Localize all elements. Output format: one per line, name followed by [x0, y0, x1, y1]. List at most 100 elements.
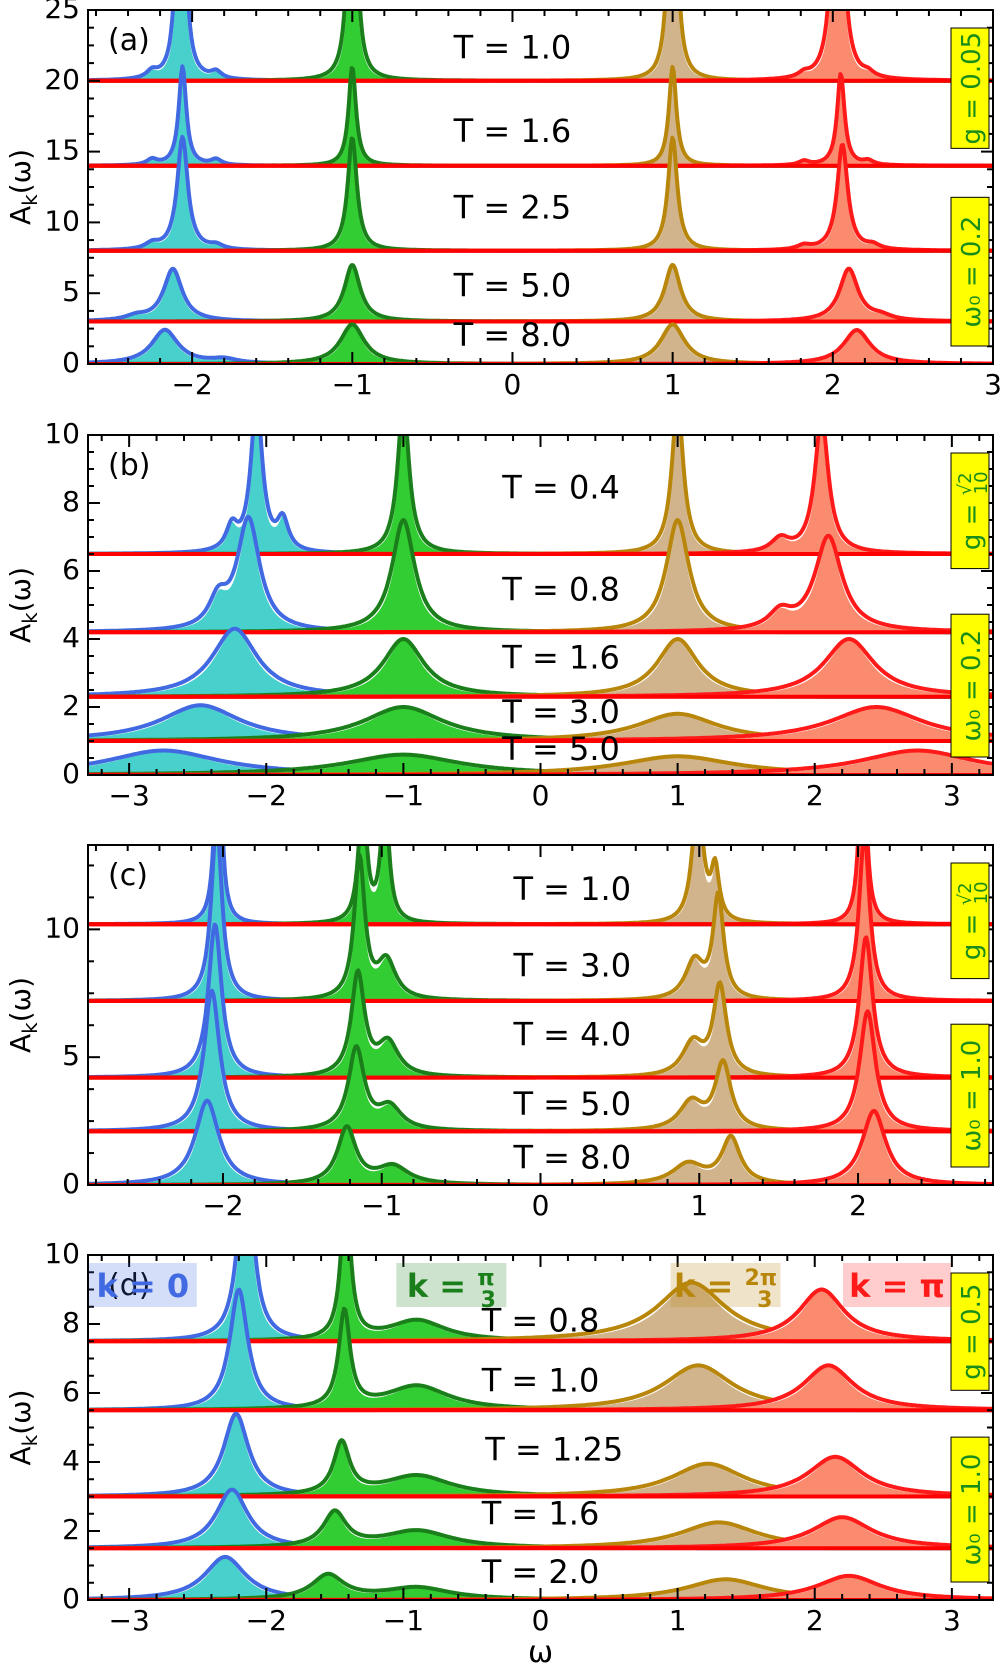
param-tag-bg — [950, 1023, 990, 1168]
fill-k3 — [88, 1110, 993, 1185]
x-tick-label: 2 — [849, 1189, 867, 1222]
temperature-label: T = 1.6 — [501, 638, 620, 676]
curve-1.6 — [88, 1487, 993, 1551]
param-tag-omega0: ω₀ = 1.0 — [950, 1023, 990, 1168]
fill-k3 — [88, 1456, 993, 1497]
x-tick-label: 0 — [532, 1189, 550, 1222]
y-axis-label: Ak(ω) — [4, 149, 42, 225]
plot-area — [88, 845, 993, 1185]
x-tick-label: 0 — [532, 1604, 550, 1637]
legend-k3: k = π — [843, 1263, 952, 1307]
y-tick-label: 8 — [62, 1306, 80, 1339]
fill-k3 — [88, 707, 993, 741]
temperature-label: T = 5.0 — [512, 1085, 631, 1123]
legend-k2: k = 2π 3 — [670, 1263, 781, 1313]
x-tick-label: 1 — [669, 1604, 687, 1637]
fill-k0 — [88, 137, 993, 251]
legend-swatch — [88, 1263, 197, 1307]
param-tag-bg — [950, 1436, 990, 1583]
param-tag-bg — [950, 452, 990, 570]
x-tick-label: 2 — [806, 779, 824, 812]
x-axis-label: ω — [528, 1635, 553, 1670]
fill-k3 — [88, 1575, 993, 1600]
temperature-label: T = 3.0 — [501, 693, 620, 731]
fill-k1 — [88, 1574, 993, 1600]
y-tick-label: 5 — [62, 275, 80, 308]
param-tag-omega0: ω₀ = 0.2 — [950, 613, 990, 758]
fill-k1 — [88, 1510, 993, 1549]
y-tick-label: 25 — [44, 0, 80, 25]
plot-area — [88, 435, 993, 775]
y-tick-label: 10 — [44, 911, 80, 944]
temperature-label: T = 1.25 — [484, 1431, 623, 1469]
x-tick-label: 1 — [690, 1189, 708, 1222]
panel-b: T = 0.4 T = 0.8 T = 1.6 T = 3.0T = 5.0 −3 −2 −… — [4, 417, 994, 812]
temperature-label: T = 1.6 — [481, 1494, 600, 1532]
param-tag-omega0: ω₀ = 0.2 — [950, 196, 990, 347]
y-tick-label: 6 — [62, 553, 80, 586]
fill-k0 — [88, 628, 993, 697]
y-tick-label: 10 — [44, 204, 80, 237]
panel-label: (d) — [108, 1268, 150, 1303]
panel-label: (b) — [108, 448, 150, 483]
y-tick-label: 2 — [62, 1513, 80, 1546]
temperature-label: T = 2.0 — [481, 1553, 600, 1591]
legend-text: k = 2π 3 — [674, 1266, 777, 1313]
y-tick-label: 8 — [62, 485, 80, 518]
x-tick-label: 3 — [943, 1604, 961, 1637]
temperature-label: T = 1.0 — [481, 1362, 600, 1400]
legend-swatch — [670, 1263, 781, 1307]
legend-swatch — [843, 1263, 952, 1307]
y-tick-label: 10 — [44, 1237, 80, 1270]
y-tick-label: 0 — [62, 346, 80, 379]
curve-1.0 — [88, 845, 993, 927]
y-tick-label: 2 — [62, 689, 80, 722]
panel-d: T = 0.8 T = 1.0 T = 1.25 T = 1.6 T = 2.0 −3 −2… — [4, 1237, 994, 1670]
param-tag-text: ω₀ = 0.2 — [957, 216, 987, 328]
panel-label: (a) — [108, 23, 150, 58]
curve-1.0 — [88, 1287, 993, 1413]
param-tag-bg — [950, 862, 990, 980]
fill-k1 — [88, 754, 993, 775]
fill-k0 — [88, 329, 993, 364]
fill-k0 — [88, 705, 993, 741]
fill-k3 — [88, 639, 993, 697]
curve-4.0 — [88, 921, 993, 1080]
temperature-label: T = 0.4 — [501, 468, 620, 506]
x-tick-label: 0 — [504, 368, 522, 401]
y-tick-label: 0 — [62, 1582, 80, 1615]
temperature-label: T = 8.0 — [453, 316, 572, 354]
panel-c: T = 1.0 T = 3.0 T = 4.0 T = 5.0 T = 8.0 −2 −1 0… — [4, 844, 994, 1222]
panel-label: (c) — [108, 858, 148, 893]
param-tag-bg — [950, 196, 990, 347]
legend-text: k = π — [849, 1267, 945, 1305]
x-tick-label: −3 — [108, 1604, 149, 1637]
y-tick-label: 20 — [44, 63, 80, 96]
temperature-label: T = 2.5 — [453, 189, 572, 227]
param-tag-text: g = 0.5 — [957, 1284, 987, 1380]
param-tag-g: g = 0.05 — [950, 27, 990, 149]
param-tag-omega0: ω₀ = 1.0 — [950, 1436, 990, 1583]
curve-3.0 — [88, 845, 993, 1003]
param-tag-g: g = 0.5 — [950, 1272, 990, 1391]
fill-k0 — [88, 1100, 993, 1185]
x-tick-label: 2 — [824, 368, 842, 401]
param-tag-text: ω₀ = 0.2 — [957, 630, 987, 742]
y-axis-label: Ak(ω) — [4, 567, 42, 643]
param-tag-text: g = √210 — [955, 471, 992, 550]
curve-5.0 — [88, 988, 993, 1134]
legend-k0: k = 0 — [88, 1263, 197, 1307]
temperature-label: T = 0.8 — [501, 570, 620, 608]
param-tag-text: ω₀ = 1.0 — [957, 1040, 987, 1152]
y-tick-label: 0 — [62, 1167, 80, 1200]
x-tick-label: −3 — [108, 779, 149, 812]
temperature-label: T = 1.0 — [453, 29, 572, 67]
y-tick-label: 4 — [62, 1444, 80, 1477]
temperature-label: T = 4.0 — [512, 1016, 631, 1054]
x-tick-label: −1 — [383, 779, 424, 812]
param-tag-bg — [950, 27, 990, 149]
x-tick-label: −1 — [383, 1604, 424, 1637]
x-tick-label: −2 — [171, 368, 212, 401]
param-tag-bg — [950, 1272, 990, 1391]
